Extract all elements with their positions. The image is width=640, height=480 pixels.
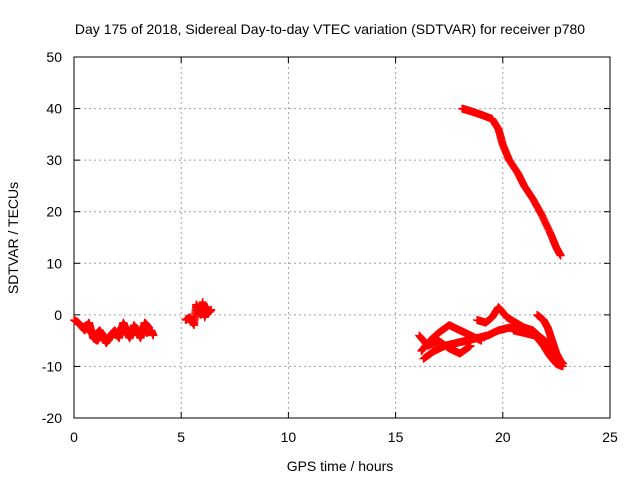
data-point — [149, 331, 158, 340]
y-tick-label: 30 — [46, 152, 62, 168]
plot-frame — [73, 56, 611, 419]
series-track-9 — [509, 326, 567, 371]
y-axis-label: SDTVAR / TECUs — [5, 182, 21, 294]
chart-title: Day 175 of 2018, Sidereal Day-to-day VTE… — [75, 21, 585, 37]
series-track-6 — [417, 321, 486, 355]
series-track-10 — [533, 310, 567, 368]
series-track-2 — [76, 318, 154, 348]
y-tick-label: 40 — [46, 101, 62, 117]
y-tick-label: 50 — [46, 49, 62, 65]
data-point — [558, 359, 567, 368]
grid — [74, 57, 610, 418]
x-axis: 0 5 10 15 20 25 — [70, 57, 618, 445]
y-tick-label: 0 — [54, 307, 62, 323]
y-tick-label: -20 — [42, 410, 62, 426]
data-point — [207, 305, 216, 314]
x-axis-label: GPS time / hours — [287, 458, 394, 474]
x-tick-label: 0 — [70, 429, 78, 445]
data-point — [556, 251, 565, 260]
y-tick-label: -10 — [42, 358, 62, 374]
x-tick-label: 20 — [495, 429, 511, 445]
x-tick-label: 25 — [602, 429, 618, 445]
x-tick-label: 5 — [177, 429, 185, 445]
y-tick-label: 10 — [46, 255, 62, 271]
data-points — [70, 104, 567, 371]
series-track-4 — [458, 104, 565, 260]
y-axis: -20 -10 0 10 20 30 40 50 — [42, 49, 610, 426]
data-point — [145, 323, 154, 332]
series-track-3 — [181, 297, 216, 330]
x-tick-label: 10 — [281, 429, 297, 445]
x-tick-label: 15 — [388, 429, 404, 445]
y-tick-label: 20 — [46, 204, 62, 220]
